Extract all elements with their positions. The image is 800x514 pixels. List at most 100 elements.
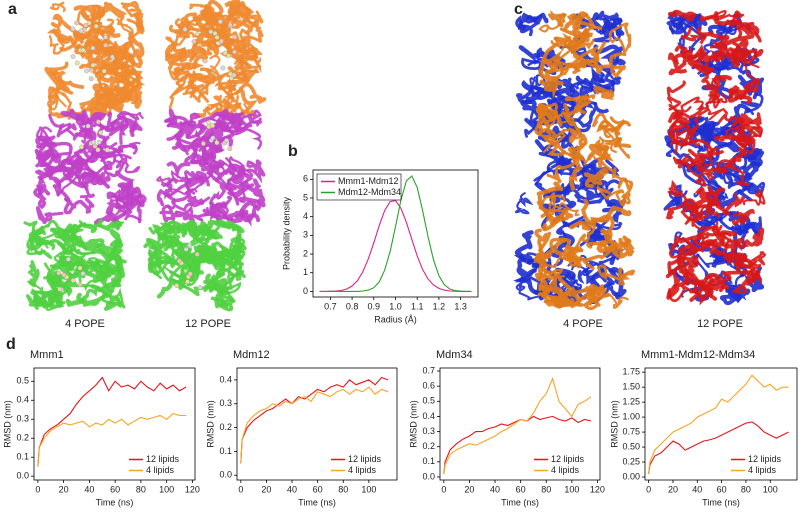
ribbon: [731, 113, 754, 127]
ribbon: [668, 115, 691, 139]
lipid-atom: [57, 286, 63, 292]
ribbon: [540, 202, 580, 222]
y-tick-label: 1: [303, 267, 308, 277]
ribbon: [217, 72, 239, 92]
y-tick-label: 1.75: [622, 367, 640, 377]
ribbon: [694, 186, 716, 209]
ribbon: [596, 264, 627, 281]
lipid-atom: [227, 71, 233, 77]
panel-letter: b: [288, 143, 298, 160]
x-tick-label: 0: [646, 484, 651, 494]
ribbon: [49, 1, 66, 12]
x-tick-label: 0.8: [346, 301, 359, 311]
y-tick-label: 0.1: [422, 456, 435, 466]
lipid-atom: [219, 38, 224, 44]
ribbon: [742, 188, 766, 206]
series-line: [37, 412, 186, 467]
ribbon: [667, 255, 700, 276]
y-tick-label: 1.00: [622, 411, 640, 421]
y-tick-label: 0.3: [422, 426, 435, 436]
structure-label: 4 POPE: [563, 318, 603, 330]
ribbon: [148, 250, 174, 276]
ribbon: [68, 171, 96, 199]
ribbon: [205, 273, 228, 293]
ribbon: [192, 195, 233, 222]
ribbon: [713, 125, 754, 147]
ribbon: [543, 77, 564, 99]
x-tick-label: 60: [717, 484, 727, 494]
ribbon: [719, 211, 749, 236]
lipid-atom: [86, 20, 92, 26]
y-tick-label: 5: [303, 192, 308, 202]
x-tick-label: 1.3: [454, 301, 467, 311]
x-tick-label: 60: [110, 484, 120, 494]
x-tick-label: 20: [668, 484, 678, 494]
ribbon: [108, 237, 124, 268]
x-axis-label: Time (ns): [96, 497, 134, 507]
ribbon: [595, 52, 627, 79]
ribbon: [666, 16, 683, 35]
ribbon: [166, 120, 206, 140]
y-tick-label: 0.6: [422, 381, 435, 391]
ribbon: [515, 14, 543, 37]
lipid-atom: [109, 54, 115, 60]
ribbon: [724, 237, 750, 252]
ribbon: [240, 82, 267, 105]
lipid-atom: [96, 139, 102, 145]
x-tick-label: 60: [313, 484, 323, 494]
ribbon: [712, 269, 757, 292]
ribbon: [604, 136, 632, 154]
y-tick-label: 0.2: [422, 441, 435, 451]
ribbon: [177, 19, 194, 35]
ribbon: [39, 152, 84, 174]
x-tick-label: 100: [361, 484, 376, 494]
lipid-atom: [90, 45, 96, 51]
lipid-atom: [191, 39, 197, 45]
ribbon: [608, 22, 632, 54]
lipid-atom: [194, 251, 200, 257]
ribbon: [515, 278, 544, 301]
x-axis-label: Time (ns): [702, 497, 740, 507]
ribbon: [571, 12, 623, 38]
ribbon: [677, 148, 713, 169]
lipid-atom: [101, 68, 107, 74]
ribbon: [582, 268, 615, 292]
lipid-atom: [77, 282, 83, 288]
x-tick-label: 0.9: [368, 301, 381, 311]
y-tick-label: 0.75: [622, 426, 640, 436]
ribbon: [674, 44, 704, 64]
ribbon: [156, 188, 190, 207]
ribbon: [680, 94, 721, 113]
legend-label: Mdm12-Mdm34: [338, 187, 401, 197]
series-line: [443, 415, 592, 474]
y-axis-label: RMSD (nm): [609, 400, 619, 448]
ribbon: [546, 144, 581, 184]
ribbon: [180, 250, 232, 283]
chart-title: Mmm1: [30, 349, 64, 361]
ribbon: [540, 203, 563, 230]
ribbon: [668, 132, 691, 147]
ribbon: [72, 220, 104, 231]
ribbon: [593, 85, 615, 101]
ribbon: [534, 164, 597, 186]
ribbon: [226, 184, 248, 203]
ribbon: [227, 254, 245, 275]
ribbon: [120, 1, 143, 18]
ribbon: [210, 291, 235, 308]
ribbon: [543, 135, 566, 157]
ribbon: [731, 208, 755, 226]
ribbon: [684, 209, 719, 231]
lipid-atom: [227, 146, 233, 152]
y-tick-label: 0.3: [16, 414, 29, 424]
lipid-atom: [183, 246, 189, 252]
ribbon: [28, 225, 46, 241]
lipid-atom: [74, 60, 80, 66]
ribbon: [740, 93, 764, 116]
y-tick-label: 0: [303, 286, 308, 296]
ribbon: [696, 160, 731, 176]
ribbon: [214, 163, 244, 183]
ribbon: [742, 61, 760, 91]
lipid-atom: [79, 144, 84, 150]
lipid-atom: [61, 272, 67, 278]
